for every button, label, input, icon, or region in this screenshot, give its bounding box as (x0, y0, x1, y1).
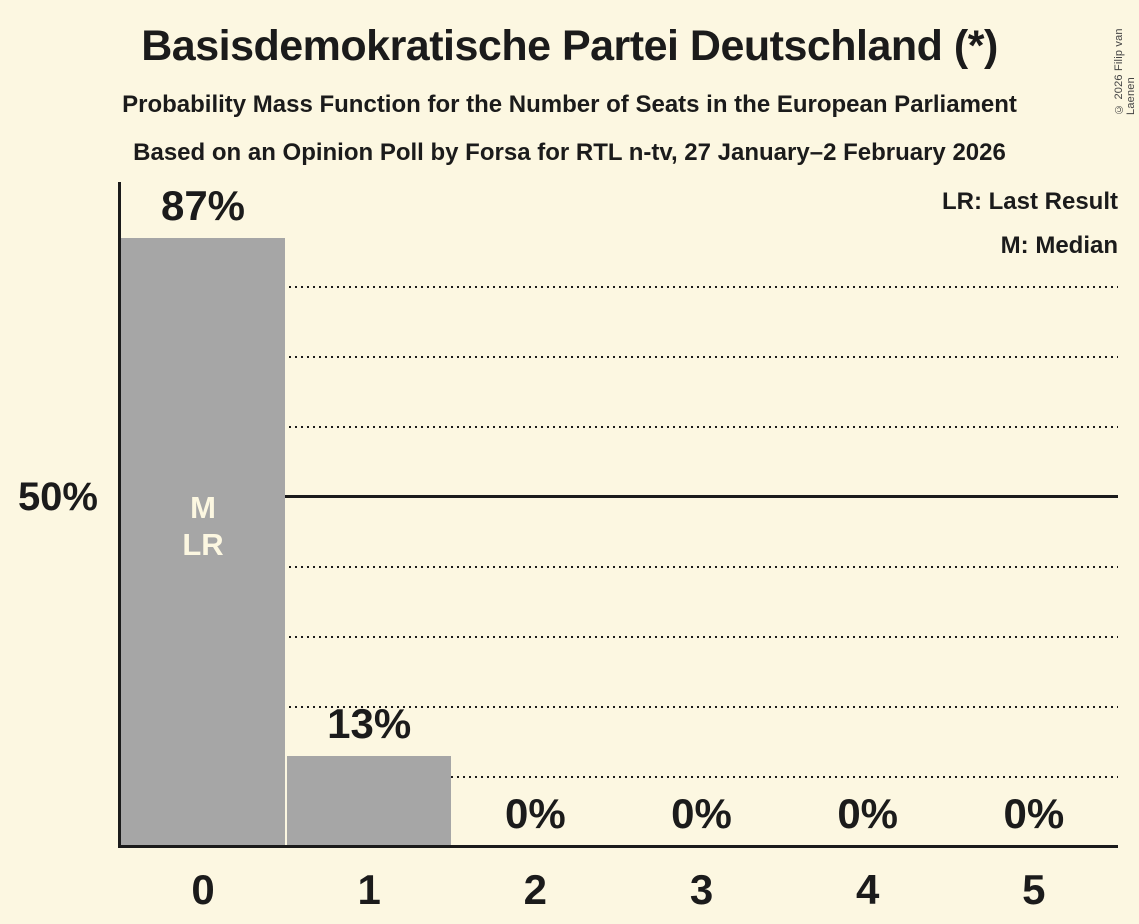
x-tick-label-4: 4 (855, 866, 880, 913)
bar-seats-0 (121, 238, 285, 847)
y-axis-line (118, 182, 121, 848)
gridline-40pct (121, 565, 1118, 568)
gridline-70pct (121, 355, 1118, 358)
gridline-20pct (121, 705, 1118, 708)
gridline-80pct (121, 285, 1118, 288)
bar-annotation-line-m: M (190, 490, 216, 525)
bar-value-label-4: 0% (837, 790, 899, 837)
bar-value-label-5: 0% (1003, 790, 1065, 837)
chart-source-line: Based on an Opinion Poll by Forsa for RT… (133, 139, 1006, 166)
x-tick-label-0: 0 (191, 866, 215, 913)
bar-value-label-0: 87% (160, 182, 246, 229)
chart-subtitle: Probability Mass Function for the Number… (122, 91, 1017, 118)
bar-annotation-0: M LR (121, 489, 285, 563)
gridline-30pct (121, 635, 1118, 638)
bar-value-label-3: 0% (671, 790, 732, 837)
x-axis-line (118, 845, 1118, 848)
bar-value-label-2: 0% (504, 790, 566, 837)
x-tick-label-3: 3 (689, 866, 714, 913)
gridline-10pct (121, 775, 1118, 778)
gridline-60pct (121, 425, 1118, 428)
legend-last-result: LR: Last Result (941, 188, 1118, 215)
bar-seats-1 (287, 756, 452, 847)
x-tick-label-2: 2 (523, 866, 547, 913)
majority-line-50pct (121, 495, 1118, 498)
y-axis-50pct-label: 50% (17, 475, 98, 519)
chart-title: Basisdemokratische Partei Deutschland (*… (141, 22, 998, 70)
x-tick-label-1: 1 (357, 866, 381, 913)
bar-annotation-line-lr: LR (182, 527, 224, 562)
bar-value-label-1: 13% (327, 700, 412, 747)
legend-median: M: Median (1000, 232, 1118, 259)
x-tick-label-5: 5 (1022, 866, 1046, 913)
